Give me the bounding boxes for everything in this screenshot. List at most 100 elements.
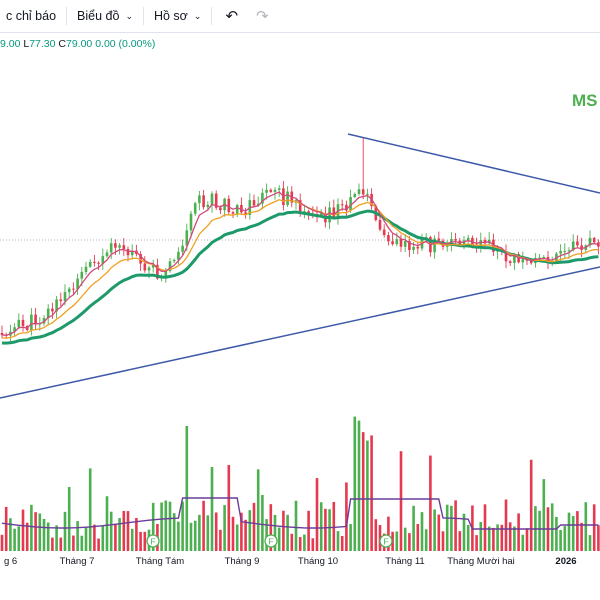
event-markers: F F F [146,534,393,548]
candle-body [147,267,151,271]
candle-body [30,314,33,331]
candle-body [542,256,546,258]
candle-body [286,191,289,206]
volume-bar [496,524,499,551]
upper-trendline[interactable] [347,133,600,194]
price-chart[interactable]: MS F F F g 6 Tháng 7 Tháng Tám Tháng 9 T… [0,33,600,600]
event-marker-label: F [383,537,388,547]
candle-body [454,239,457,241]
candle-body [277,188,281,190]
volume-bar [273,514,277,551]
volume-bar [168,501,172,551]
volume-bar [454,500,457,551]
volume-bar [227,465,231,551]
volume-bar [349,524,352,551]
open-value-tail: 9.00 [0,38,21,50]
volume-bar [0,534,4,551]
volume-bar [395,531,399,551]
volume-bar [114,523,117,551]
volume-bar [437,514,441,551]
volume-bar [441,531,445,551]
volume-bar [126,511,130,551]
event-marker[interactable]: F [146,534,160,548]
volume-bar [433,509,436,551]
volume-bar [450,505,453,551]
volume-bar [30,504,33,551]
candle-body [513,254,516,263]
ema-mid-line [1,198,599,339]
volume-bar [412,505,415,551]
candle-body [387,235,390,242]
volume-bar [357,420,361,551]
volume-bar [277,527,281,551]
candle-body [164,271,168,277]
candle-body [571,241,575,251]
candle-body [51,308,54,312]
candle-body [504,251,508,262]
toolbar-divider [66,7,68,25]
volume-bar [387,516,390,551]
redo-button[interactable]: ↷ [247,0,278,32]
volume-bar [38,513,42,551]
volume-bar [462,513,466,551]
volume-bar [492,527,495,551]
indicators-button[interactable]: c chỉ báo [0,0,62,32]
candle-body [303,211,306,213]
low-label: L [23,38,30,50]
candle-body [139,254,142,264]
volume-bar [555,516,558,551]
close-value: 79.00 [66,38,93,50]
event-marker-circle [264,534,278,548]
volume-bar [181,501,184,551]
profile-menu-button[interactable]: Hồ sơ ⌄ [148,0,207,32]
undo-button[interactable]: ↶ [216,0,247,32]
volume-bar [403,527,407,551]
volume-bar [584,502,588,551]
candle-body [353,193,357,198]
candle-body [403,241,407,247]
chart-menu-button[interactable]: Biểu đồ ⌄ [71,0,139,32]
chevron-down-icon: ⌄ [193,10,202,21]
volume-bar [416,524,420,551]
volume-bar [538,510,541,551]
close-label: C [58,38,66,50]
candle-body [67,288,71,293]
volume-bar [332,501,336,551]
candle-body [462,240,466,246]
candle-body [219,207,222,211]
top-toolbar: c chỉ báo Biểu đồ ⌄ Hồ sơ ⌄ ↶ ↷ [0,0,600,33]
x-tick-label: Tháng 10 [298,556,338,567]
volume-bar [303,534,306,551]
x-tick-label: Tháng 7 [60,556,95,567]
volume-bars [0,416,600,551]
candle-body [265,189,268,193]
volume-bar [475,535,478,551]
volume-bar [378,525,382,551]
event-marker-circle [146,534,160,548]
volume-bar [63,511,67,551]
candle-body [172,259,176,262]
candle-body [252,200,256,206]
candle-body [206,204,210,208]
volume-bar [269,504,273,551]
candle-body [529,260,533,264]
event-marker[interactable]: F [379,534,393,548]
event-marker[interactable]: F [264,534,278,548]
chevron-down-icon: ⌄ [125,10,133,21]
volume-bar [248,510,252,551]
candle-body [235,204,239,214]
candle-body [118,245,121,248]
toolbar-divider [211,7,213,25]
volume-bar [529,459,533,551]
volume-bar [261,494,264,551]
candle-body [244,212,247,215]
volume-bar [445,504,449,551]
volume-bar [307,510,310,551]
candle-body [198,195,201,204]
volume-bar [429,455,432,551]
lower-trendline[interactable] [0,266,600,399]
volume-bar [370,435,373,551]
candle-body [349,197,352,211]
candle-body [466,237,470,241]
candle-body [122,245,126,250]
